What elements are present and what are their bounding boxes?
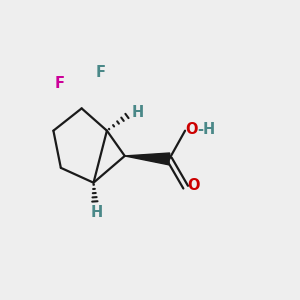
Text: F: F bbox=[96, 65, 106, 80]
Text: H: H bbox=[90, 205, 103, 220]
Text: F: F bbox=[54, 76, 64, 91]
Text: H: H bbox=[132, 105, 144, 120]
Text: -H: -H bbox=[197, 122, 216, 137]
Text: O: O bbox=[188, 178, 200, 193]
Polygon shape bbox=[125, 153, 170, 165]
Text: O: O bbox=[185, 122, 198, 137]
